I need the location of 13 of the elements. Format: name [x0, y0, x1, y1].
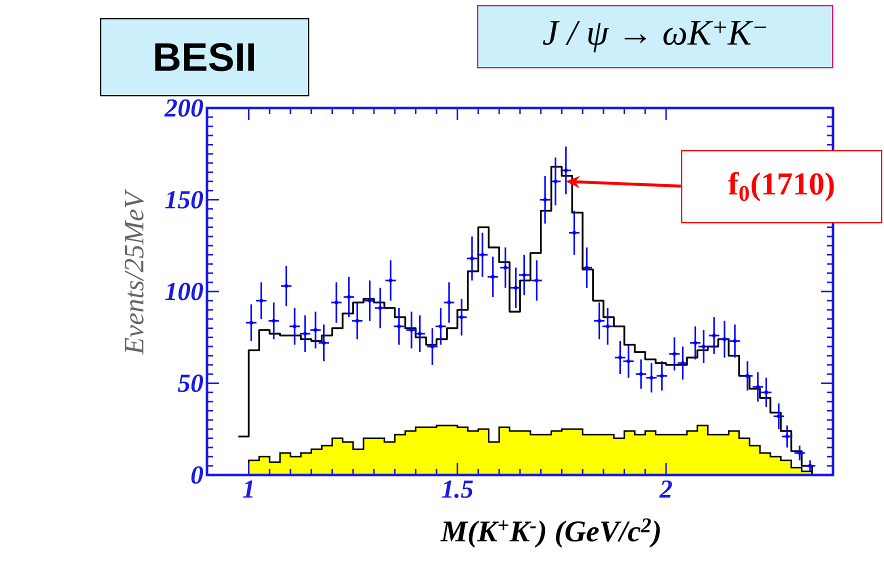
y-tick-label: 200 — [164, 99, 204, 117]
text: BESII — [155, 42, 254, 72]
x-tick-label: 2 — [659, 480, 672, 498]
y-tick-label: 50 — [178, 374, 204, 392]
annotation: f$_{0}$(1710) — [728, 172, 834, 202]
text: J / ψ → ωK$^{+}$K$^{−}$ — [542, 20, 766, 52]
y-tick-label: 150 — [165, 191, 204, 208]
y-tick-label: 100 — [165, 282, 204, 300]
x-axis-title: M(K$^{+}$K$^{-}$) (GeV/c$^{2}$) — [440, 518, 660, 548]
y-tick-label: 0 — [191, 466, 204, 484]
x-tick-label: 1 — [242, 480, 253, 498]
y-axis-title: Events/25MeV — [124, 189, 144, 355]
x-tick-label: 1.5 — [442, 480, 473, 498]
